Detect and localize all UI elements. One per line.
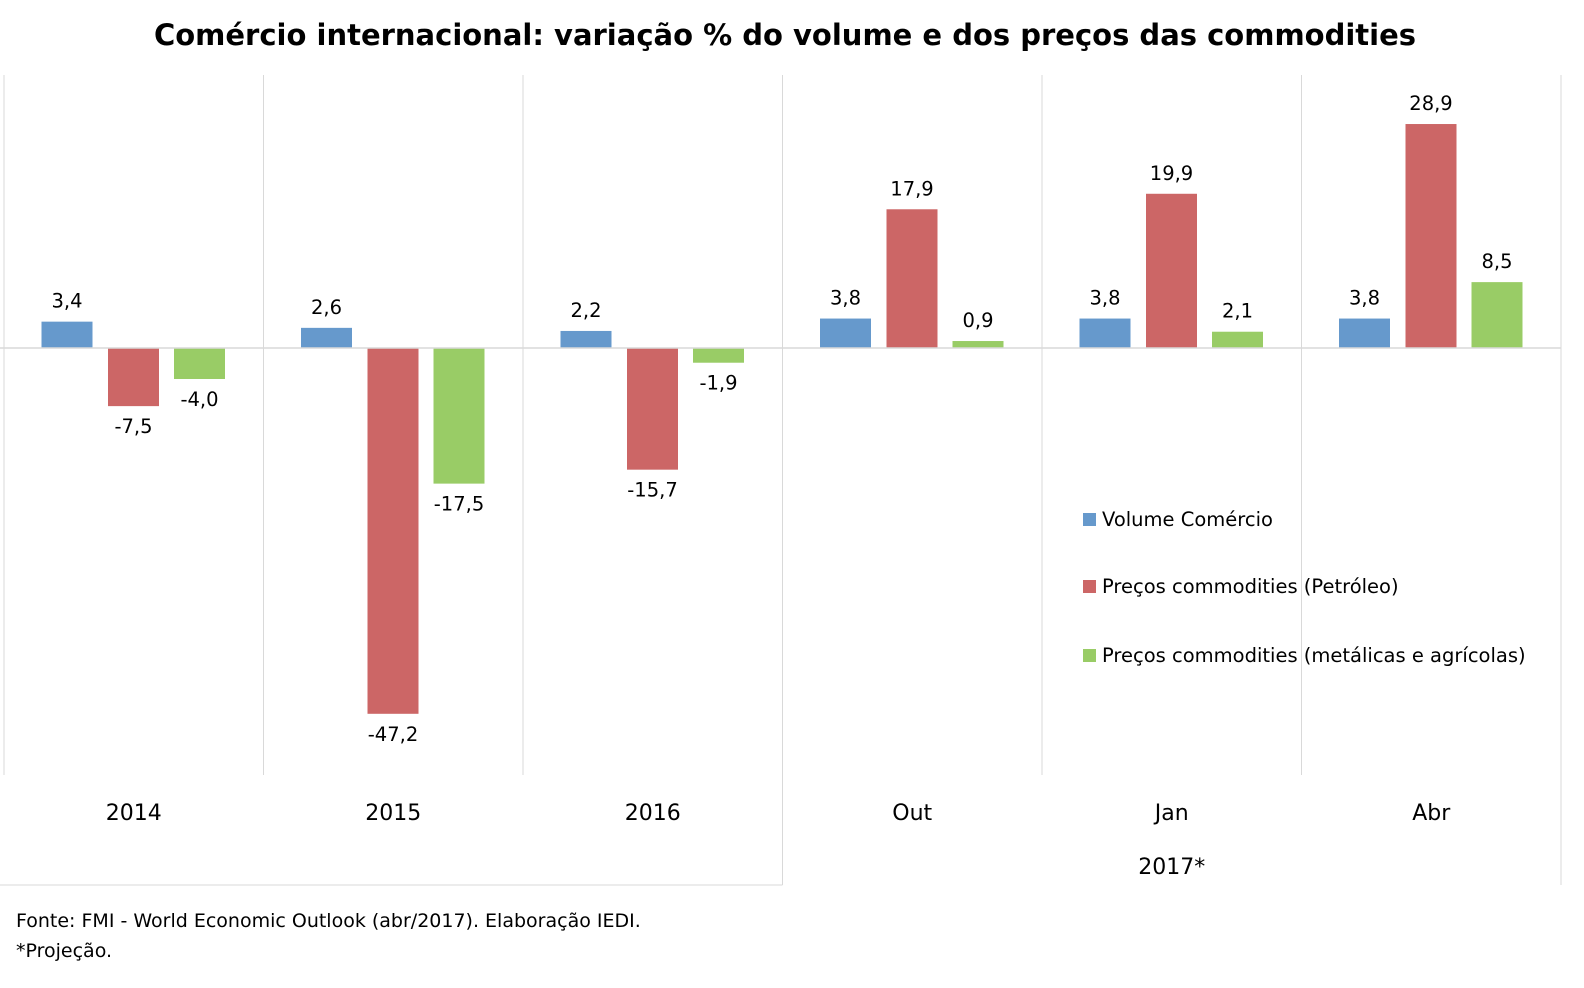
data-label-petroleo-2016: -15,7 (627, 479, 677, 502)
legend-label-metalicas: Preços commodities (metálicas e agrícola… (1102, 643, 1526, 667)
category-label-jan: Jan (1153, 801, 1189, 826)
bar-volume-2015 (301, 327, 352, 348)
legend-swatch-petroleo (1083, 579, 1096, 593)
bar-metalicas-2015 (433, 348, 485, 484)
projection-note: *Projeção. (16, 940, 113, 962)
category-label-2014: 2014 (106, 801, 162, 826)
legend-swatch-metalicas (1083, 648, 1096, 662)
bar-volume-abr (1339, 318, 1390, 348)
data-label-volume-out: 3,8 (830, 287, 861, 310)
legend-label-petroleo: Preços commodities (Petróleo) (1102, 574, 1399, 598)
data-label-petroleo-2014: -7,5 (114, 415, 152, 438)
chart-title: Comércio internacional: variação % do vo… (153, 18, 1417, 52)
legend-item-petroleo: Preços commodities (Petróleo) (1083, 573, 1399, 599)
data-label-volume-jan: 3,8 (1089, 287, 1120, 310)
category-label-out: Out (892, 801, 932, 826)
bar-petroleo-out (886, 209, 938, 348)
bar-petroleo-2015 (367, 348, 419, 714)
group-label-2017: 2017* (1138, 855, 1205, 880)
bar-metalicas-abr (1471, 282, 1523, 348)
bar-volume-2014 (41, 321, 93, 348)
legend-swatch-volume (1083, 512, 1096, 526)
bar-petroleo-2014 (108, 348, 159, 407)
legend-item-metalicas: Preços commodities (metálicas e agrícola… (1083, 642, 1526, 668)
category-label-2016: 2016 (625, 801, 681, 826)
source-note: Fonte: FMI - World Economic Outlook (abr… (16, 910, 641, 932)
data-label-metalicas-2014: -4,0 (180, 388, 218, 411)
data-label-volume-2014: 3,4 (51, 290, 82, 313)
data-label-metalicas-out: 0,9 (962, 309, 993, 332)
category-label-2015: 2015 (365, 801, 421, 826)
legend-label-volume: Volume Comércio (1102, 507, 1273, 531)
bar-volume-jan (1079, 318, 1131, 348)
data-label-volume-2015: 2,6 (311, 296, 342, 319)
bar-metalicas-2014 (174, 348, 225, 379)
bar-petroleo-abr (1405, 124, 1457, 349)
data-label-petroleo-2015: -47,2 (368, 723, 418, 746)
data-label-metalicas-abr: 8,5 (1481, 250, 1512, 273)
data-label-petroleo-jan: 19,9 (1150, 162, 1193, 185)
data-label-metalicas-2016: -1,9 (699, 372, 737, 395)
category-label-abr: Abr (1412, 801, 1451, 826)
legend-item-volume: Volume Comércio (1083, 506, 1273, 532)
bar-volume-2016 (560, 330, 612, 348)
bar-volume-out (820, 318, 871, 348)
grid-lines (0, 75, 1562, 886)
bar-petroleo-jan (1146, 193, 1197, 348)
data-label-petroleo-abr: 28,9 (1409, 92, 1452, 115)
bar-petroleo-2016 (627, 348, 678, 470)
bar-metalicas-2016 (693, 348, 744, 363)
data-label-petroleo-out: 17,9 (890, 177, 933, 200)
data-label-metalicas-2015: -17,5 (434, 493, 484, 516)
data-label-metalicas-jan: 2,1 (1222, 300, 1253, 323)
data-labels: 3,4 2,6 2,2 3,8 3,8 3,8 -7,5 -47,2 -15,7 17,9 19,9… (51, 92, 1512, 746)
bars (0, 124, 1561, 714)
data-label-volume-2016: 2,2 (570, 299, 601, 322)
bar-metalicas-jan (1212, 331, 1263, 348)
data-label-volume-abr: 3,8 (1349, 287, 1380, 310)
bar-metalicas-out (952, 341, 1004, 348)
category-labels: 2014 2015 2016 Out Jan Abr 2017* (106, 801, 1451, 880)
